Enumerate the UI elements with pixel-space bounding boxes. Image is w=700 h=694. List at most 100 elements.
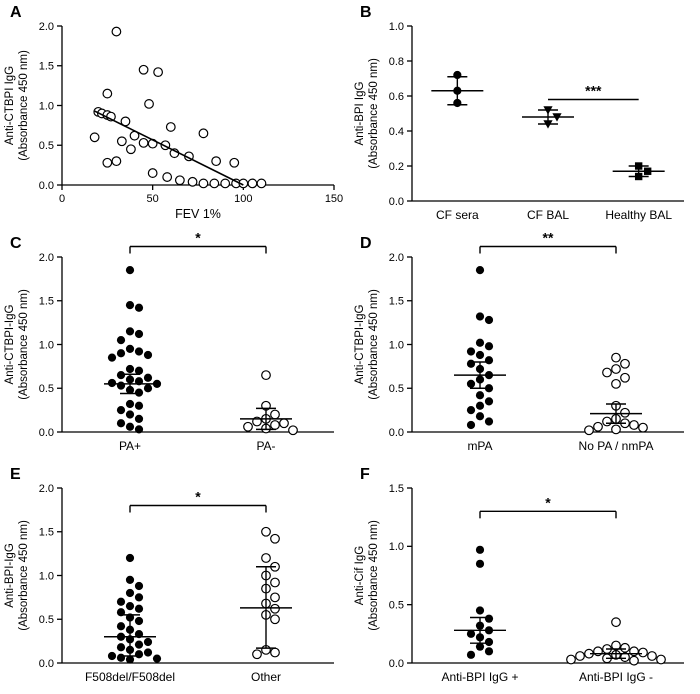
open-circle-marker [620, 652, 630, 663]
filled-circle-marker [116, 643, 126, 652]
significance-label: * [195, 489, 201, 505]
filled-circle-marker [134, 303, 144, 312]
filled-circle-marker [484, 614, 494, 623]
filled-circle-marker [125, 344, 135, 353]
open-circle-marker [279, 418, 289, 429]
filled-circle-marker [125, 588, 135, 598]
filled-circle-marker [484, 342, 494, 351]
y-tick-label: 0.2 [389, 161, 404, 173]
axis-titles: Anti-CTBPI-IgG (Absorbance 450 nm) PA+ PA- [4, 289, 276, 453]
open-circle-marker [256, 178, 267, 189]
data-points [107, 526, 280, 664]
y-tick-label: 0.5 [39, 383, 54, 395]
filled-circle-marker [466, 347, 476, 356]
chart-panel-c: 0.0 0.5 1.0 1.5 2.0 Anti-CTBPI-IgG (Absorbance… [4, 231, 334, 453]
data-points [466, 266, 648, 436]
significance-label: * [545, 494, 551, 510]
x-axis-title: FEV 1% [175, 207, 221, 221]
data-points [453, 70, 652, 181]
filled-circle-marker [484, 417, 494, 426]
filled-circle-marker [466, 379, 476, 388]
filled-circle-marker [466, 420, 476, 430]
open-circle-marker [629, 420, 639, 430]
open-circle-marker [270, 533, 280, 544]
y-axis-subtitle: (Absorbance 450 nm) [368, 289, 380, 400]
y-axis-subtitle: (Absorbance 450 nm) [368, 520, 380, 631]
filled-circle-marker [125, 655, 135, 664]
open-circle-marker [270, 614, 280, 625]
filled-circle-marker [484, 637, 494, 647]
y-tick-label: 1.5 [39, 61, 54, 73]
significance: * [479, 494, 617, 519]
category-label: No PA / nmPA [579, 439, 654, 453]
filled-circle-marker [475, 312, 485, 321]
open-circle-marker [611, 378, 621, 389]
open-circle-marker [209, 178, 220, 189]
chart-panel-b: 0.0 0.2 0.4 0.6 0.8 1.0 Anti-BPI IgG (Absorbanc… [354, 21, 684, 222]
y-tick-label: 1.0 [39, 100, 54, 112]
filled-circle-marker [116, 622, 126, 631]
open-circle-marker [611, 617, 621, 628]
mean-error-bars [431, 76, 665, 178]
open-circle-marker [174, 175, 185, 186]
filled-circle-marker [475, 606, 485, 615]
filled-circle-marker [134, 581, 144, 591]
open-circle-marker [220, 178, 231, 189]
open-circle-marker [89, 132, 100, 143]
open-circle-marker [620, 372, 630, 383]
category-label: F508del/F508del [85, 670, 175, 684]
filled-circle-marker [134, 401, 144, 410]
y-tick-label: 1.0 [389, 21, 404, 33]
open-circle-marker [638, 647, 648, 658]
filled-circle-marker [116, 653, 126, 662]
open-circle-marker [187, 176, 198, 187]
filled-circle-marker [475, 412, 485, 421]
open-circle-marker [593, 421, 603, 432]
open-circle-marker [138, 64, 149, 75]
y-tick-label: 1.0 [389, 541, 404, 553]
significance: * [129, 489, 267, 513]
x-tick-label: 0 [59, 193, 65, 205]
open-circle-marker [288, 425, 298, 436]
y-tick-label: 2.0 [39, 252, 54, 264]
filled-circle-marker [475, 559, 485, 568]
significance: ** [479, 231, 617, 254]
filled-circle-marker [475, 391, 485, 400]
open-circle-marker [165, 122, 176, 132]
open-circle-marker [126, 144, 136, 155]
open-circle-marker [270, 420, 280, 430]
filled-circle-marker [116, 371, 126, 380]
y-tick-label: 1.5 [39, 527, 54, 539]
axis-titles: Anti-CTBPI IgG (Absorbance 450 nm) FEV 1% [4, 50, 221, 221]
filled-circle-marker [125, 602, 135, 611]
filled-circle-marker [116, 419, 126, 428]
y-axis-subtitle: (Absorbance 450 nm) [18, 289, 30, 400]
filled-circle-marker [134, 650, 144, 659]
panel-a: A 0.0 0.5 1.0 1.5 2.0 0 50 100 150 Anti-CTBPI IgG… [0, 0, 350, 231]
open-circle-marker [620, 407, 630, 418]
filled-circle-marker [116, 349, 126, 358]
category-label: CF BAL [527, 208, 569, 222]
open-circle-marker [153, 67, 164, 78]
category-label: PA- [256, 439, 275, 453]
open-circle-marker [102, 88, 113, 99]
y-tick-label: 0.8 [389, 56, 404, 68]
open-circle-marker [611, 352, 621, 363]
chart-panel-d: 0.0 0.5 1.0 1.5 2.0 Anti-CTBPI-IgG (Absorbance… [354, 231, 684, 453]
panel-label-d: D [360, 235, 372, 252]
y-tick-label: 2.0 [39, 21, 54, 33]
y-tick-label: 0.6 [389, 91, 404, 103]
data-points [466, 545, 666, 666]
y-tick-label: 0.0 [389, 427, 404, 439]
y-axis-subtitle: (Absorbance 450 nm) [18, 520, 30, 631]
open-circle-marker [111, 156, 122, 167]
filled-circle-marker [466, 406, 476, 415]
mean-error-bars [454, 616, 642, 660]
filled-circle-marker [134, 593, 144, 602]
axes: 0.0 0.5 1.0 1.5 [389, 483, 684, 670]
mean-error-bars [454, 361, 642, 424]
category-label: mPA [467, 439, 492, 453]
category-label: Healthy BAL [605, 208, 672, 222]
filled-circle-marker [134, 604, 144, 613]
filled-circle-marker [475, 545, 485, 554]
